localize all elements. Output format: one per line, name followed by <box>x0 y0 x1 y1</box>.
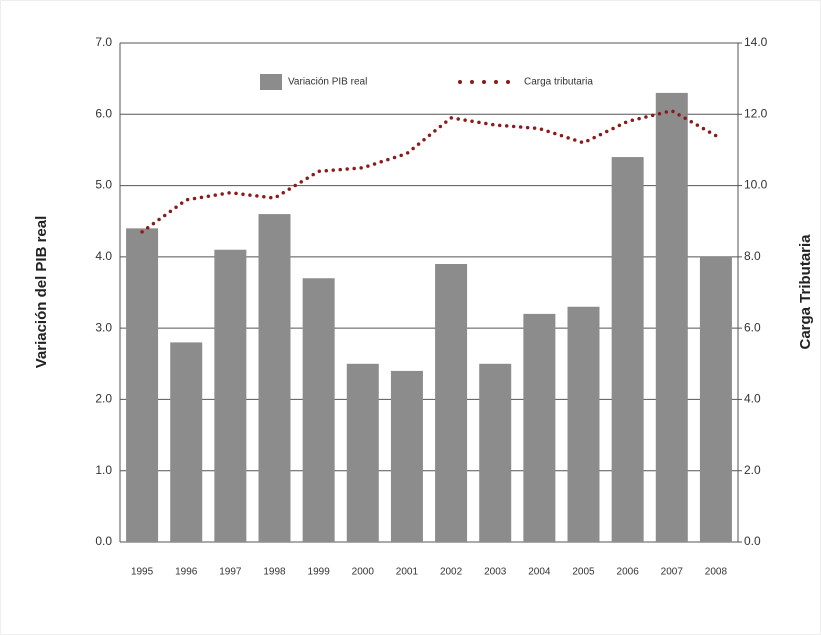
bar <box>479 363 512 542</box>
y-tick-label: 6.0 <box>95 106 112 120</box>
y2-tick-label: 8.0 <box>744 249 761 263</box>
legend-swatch <box>260 74 282 90</box>
y2-tick-label: 12.0 <box>744 106 768 120</box>
bar <box>655 92 688 543</box>
bar <box>258 214 291 543</box>
y-tick-label: 3.0 <box>95 320 112 334</box>
bar <box>302 278 335 542</box>
y-tick-label: 0.0 <box>95 534 112 548</box>
y2-tick-label: 4.0 <box>744 392 761 406</box>
bar <box>346 363 379 542</box>
line <box>140 108 718 234</box>
bar <box>214 249 247 542</box>
bar <box>567 306 600 542</box>
legend-label: Variación PIB real <box>288 77 367 88</box>
bar <box>523 313 556 542</box>
x-tick-label: 1999 <box>308 567 331 578</box>
y2-tick-label: 6.0 <box>744 320 761 334</box>
legend-label: Carga tributaria <box>524 77 593 88</box>
y-tick-label: 2.0 <box>95 392 112 406</box>
bar <box>170 342 203 542</box>
y2-tick-label: 0.0 <box>744 534 761 548</box>
bar <box>390 370 423 542</box>
bar <box>611 157 644 543</box>
x-tick-label: 2003 <box>484 567 507 578</box>
x-tick-label: 2000 <box>352 567 375 578</box>
y-tick-label: 7.0 <box>95 35 112 49</box>
x-tick-label: 1998 <box>263 567 286 578</box>
x-tick-label: 1995 <box>131 567 154 578</box>
x-tick-label: 2008 <box>705 567 728 578</box>
y2-tick-label: 14.0 <box>744 35 768 49</box>
bar <box>699 256 732 542</box>
bar <box>126 228 159 543</box>
y-axis-title: Variación del PIB real <box>33 216 50 369</box>
x-tick-label: 2001 <box>396 567 419 578</box>
x-tick-label: 1997 <box>219 567 242 578</box>
x-tick-label: 2004 <box>528 567 551 578</box>
y2-tick-label: 10.0 <box>744 178 768 192</box>
x-tick-label: 2006 <box>617 567 640 578</box>
y-tick-label: 1.0 <box>95 463 112 477</box>
bar <box>435 263 468 542</box>
x-tick-label: 2002 <box>440 567 463 578</box>
y-tick-label: 4.0 <box>95 249 112 263</box>
x-tick-label: 1996 <box>175 567 198 578</box>
y2-axis-title: Carga Tributaria <box>797 234 814 350</box>
y2-tick-label: 2.0 <box>744 463 761 477</box>
y-tick-label: 5.0 <box>95 178 112 192</box>
x-tick-label: 2005 <box>572 567 595 578</box>
x-tick-label: 2007 <box>661 567 684 578</box>
